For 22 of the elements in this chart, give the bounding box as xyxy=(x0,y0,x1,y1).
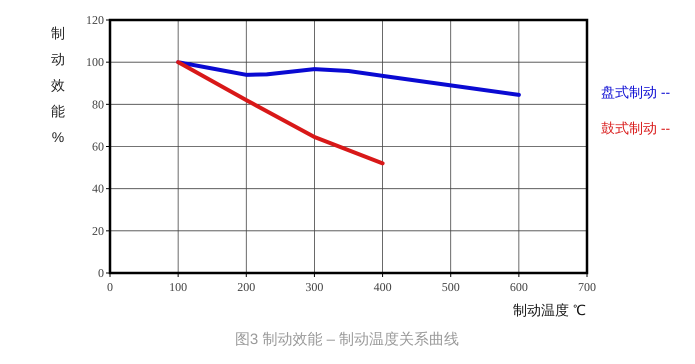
line-series xyxy=(176,60,521,97)
line-series xyxy=(176,60,385,166)
x-tick-label: 500 xyxy=(442,280,460,294)
text: 盘式制动 -- xyxy=(601,84,671,100)
x-tick-label: 600 xyxy=(510,280,528,294)
x-tick-label: 300 xyxy=(305,280,324,294)
x-tick-label: 100 xyxy=(169,280,188,294)
y-tick-label: 60 xyxy=(92,140,104,154)
y-tick-label: 40 xyxy=(92,182,104,196)
text: 鼓式制动 -- xyxy=(601,120,671,136)
y-axis-title: 制动效能% xyxy=(51,25,65,145)
y-tick-label: 100 xyxy=(86,55,104,70)
x-tick-label: 700 xyxy=(578,280,596,294)
x-axis-title: 制动温度 ℃ xyxy=(513,302,586,318)
x-tick-label: 400 xyxy=(374,280,392,294)
x-tick-label: 0 xyxy=(107,280,113,294)
y-tick-label: 80 xyxy=(92,97,104,112)
x-tick-label: 200 xyxy=(237,280,256,294)
y-tick-label: 20 xyxy=(92,224,104,238)
caption: 图3 制动效能 – 制动温度关系曲线 xyxy=(234,331,460,348)
y-tick-label: 120 xyxy=(86,13,104,27)
y-tick-label: 0 xyxy=(98,266,104,280)
